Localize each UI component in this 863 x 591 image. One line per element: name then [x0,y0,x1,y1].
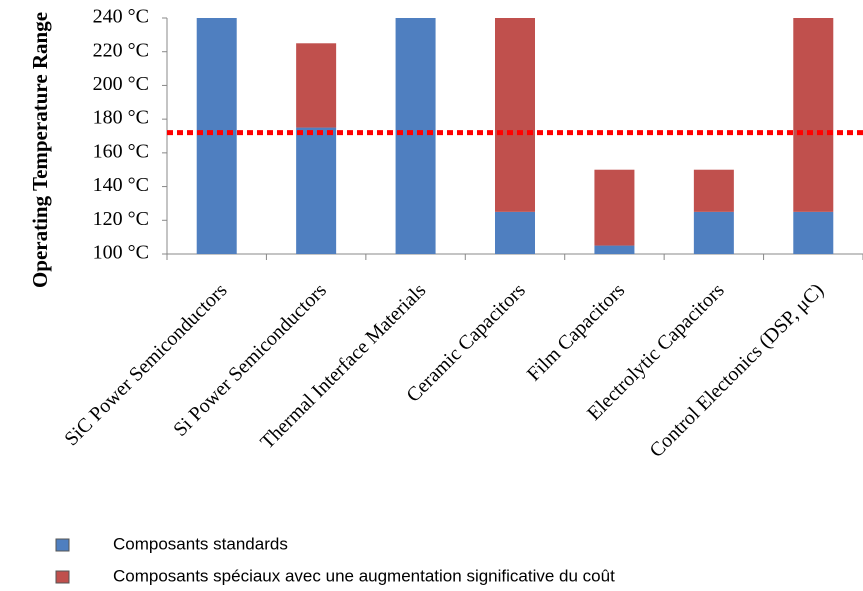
y-tick-label: 160 °C [93,140,149,162]
y-tick-label: 180 °C [93,107,149,129]
y-tick-label: 140 °C [93,174,149,196]
legend-swatch [55,538,70,552]
y-tick-label: 200 °C [93,73,149,95]
y-tick-label: 240 °C [93,6,149,28]
x-tick-label: Film Capacitors [523,279,629,385]
legend-swatch [55,570,70,584]
bar-segment [495,18,535,212]
x-tick-label: Control Electonics (DSP, μC) [645,279,828,462]
legend-label: Composants spéciaux avec une augmentatio… [113,566,615,585]
bar-segment [395,18,436,254]
bar-segment [495,211,535,254]
y-tick-label: 120 °C [93,208,149,230]
bar-segment [296,43,337,128]
legend-label: Composants standards [113,534,288,553]
bar-segment [594,245,635,254]
bar-segment [793,18,834,212]
bar-segment [693,169,734,212]
bar-segment [196,18,237,254]
bar-segment [296,127,337,254]
x-tick-label: Thermal Interface Materials [256,279,430,453]
y-axis-title: Operating Temperature Range [28,12,52,288]
bar-segment [793,211,834,254]
bar-segment [594,169,635,246]
y-tick-label: 220 °C [93,39,149,61]
bar-segment [693,211,734,254]
x-tick-label: SiC Power Semiconductors [60,279,231,450]
y-tick-label: 100 °C [93,242,149,264]
